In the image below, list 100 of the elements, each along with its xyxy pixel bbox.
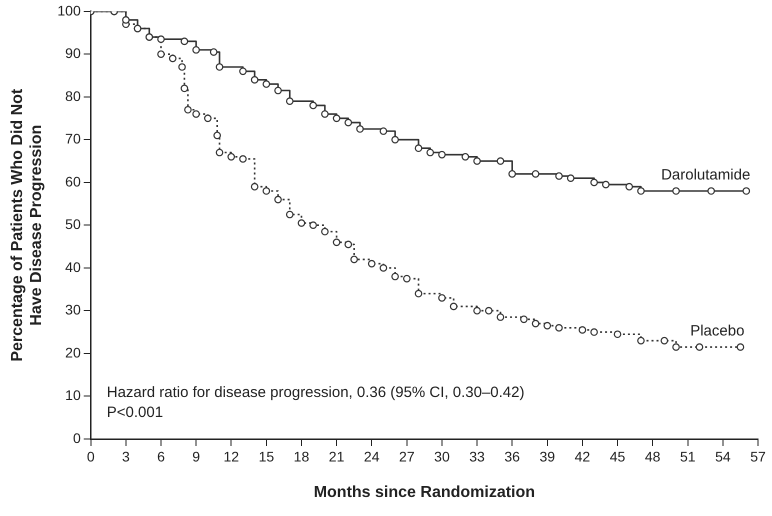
point: [368, 260, 376, 268]
point: [168, 54, 176, 62]
point: [309, 221, 317, 229]
point: [414, 290, 422, 298]
point: [508, 170, 516, 178]
point: [250, 76, 258, 84]
point: [184, 106, 192, 114]
point: [672, 343, 680, 351]
point: [274, 86, 282, 94]
point: [403, 274, 411, 282]
point: [298, 219, 306, 227]
y-tick-label: 70: [65, 130, 81, 147]
point: [426, 148, 434, 156]
point: [555, 324, 563, 332]
y-tick-label: 20: [65, 344, 81, 360]
y-axis-title: Percentage of Patients Who Did Not Have Disease Progression: [9, 88, 46, 362]
y-tick-label: 40: [65, 258, 81, 275]
point: [614, 330, 622, 338]
x-tick-label: 0: [86, 448, 95, 464]
y-tick-label: 50: [65, 216, 81, 232]
point: [157, 50, 165, 58]
point: [438, 294, 446, 302]
point: [742, 187, 750, 195]
x-tick-label: 9: [192, 448, 200, 464]
point: [286, 97, 294, 105]
point: [286, 210, 294, 218]
point: [532, 170, 540, 178]
point: [566, 174, 575, 182]
x-tick-label: 6: [157, 448, 166, 464]
point: [736, 343, 744, 351]
point: [543, 322, 552, 330]
x-tick-label: 33: [469, 448, 486, 464]
point: [332, 114, 340, 122]
x-tick-label: 48: [644, 448, 661, 464]
x-tick-label: 18: [294, 448, 310, 464]
y-tick-label: 100: [57, 2, 81, 18]
point: [262, 187, 270, 195]
y-tick-label: 60: [65, 173, 81, 190]
point: [192, 46, 200, 54]
point: [555, 172, 563, 180]
point: [462, 152, 470, 161]
point: [350, 256, 358, 264]
point: [637, 187, 645, 195]
point: [213, 132, 221, 140]
series-label: Darolutamide: [661, 166, 750, 184]
point: [380, 264, 388, 272]
point: [484, 306, 493, 315]
point: [204, 114, 212, 122]
x-axis-title: Months since Randomization: [314, 484, 536, 501]
point: [473, 306, 481, 315]
point: [178, 63, 186, 71]
x-tick-label: 24: [364, 448, 380, 464]
point: [332, 238, 340, 246]
point: [122, 16, 130, 24]
point: [391, 272, 399, 280]
point: [707, 187, 715, 195]
y-tick-label: 30: [65, 302, 81, 318]
point: [274, 196, 282, 204]
annotation: P<0.001: [106, 404, 164, 421]
annotation: Hazard ratio for disease progression, 0.36 (95% CI, 0.30–0.42): [106, 384, 524, 401]
point: [391, 136, 399, 144]
point: [157, 35, 165, 43]
point: [180, 38, 188, 46]
point: [344, 118, 352, 126]
point: [321, 110, 329, 118]
point: [239, 155, 247, 163]
x-tick-label: 45: [610, 448, 626, 464]
point: [239, 67, 247, 76]
x-tick-label: 36: [504, 448, 520, 464]
y-tick-label: 10: [65, 387, 81, 404]
point: [532, 320, 540, 328]
point: [216, 63, 224, 71]
x-tick-label: 3: [122, 448, 130, 464]
x-tick-label: 27: [399, 448, 415, 464]
point: [180, 84, 188, 92]
y-tick-label: 90: [65, 45, 81, 62]
x-tick-label: 12: [223, 448, 240, 464]
point: [450, 302, 458, 310]
point: [520, 315, 528, 324]
point: [216, 148, 224, 156]
point: [309, 102, 317, 110]
point: [696, 343, 704, 351]
point: [602, 180, 610, 188]
point: [496, 313, 504, 321]
point: [356, 125, 364, 133]
x-tick-label: 51: [680, 448, 696, 464]
x-tick-label: 39: [540, 448, 556, 464]
point: [262, 80, 270, 88]
point: [321, 228, 329, 236]
point: [625, 182, 634, 191]
series-label: Placebo: [690, 322, 744, 340]
point: [637, 336, 645, 344]
point: [380, 127, 388, 135]
x-tick-label: 21: [328, 448, 345, 464]
point: [210, 48, 218, 56]
y-tick-label: 80: [65, 88, 81, 104]
point: [227, 152, 236, 161]
point: [590, 178, 598, 186]
point: [590, 328, 598, 336]
point: [578, 326, 586, 334]
